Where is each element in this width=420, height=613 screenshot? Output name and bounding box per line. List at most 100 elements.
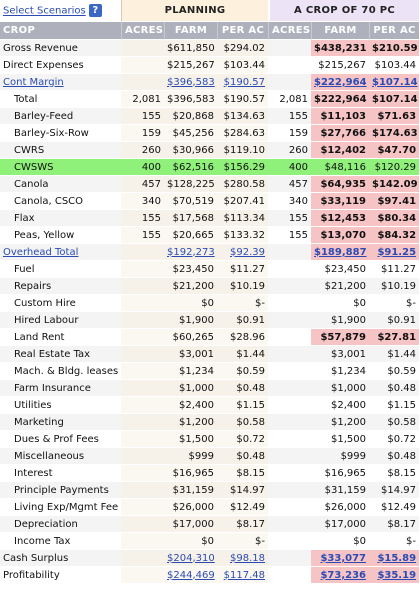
cell-crop-per-ac: $47.70 [369, 142, 420, 159]
label-value: CWRS [14, 144, 45, 156]
crop-per-ac-link[interactable]: $91.25 [377, 246, 417, 258]
cell-crop-farm: $222,964 [311, 74, 370, 91]
overhead-principle-payments-row[interactable]: Principle Payments $31,159 $14.97 $31,159 $1… [0, 482, 420, 499]
planning-farm-link[interactable]: $396,583 [167, 76, 215, 88]
planning-per-ac-value: $8.17 [236, 518, 266, 530]
cell-crop-farm: $222,964 [311, 91, 370, 108]
cash-surplus-row[interactable]: Cash Surplus $204,310 $98.18 $33,077 $15.89 [0, 550, 420, 567]
overhead-farm-insurance-row[interactable]: Farm Insurance $1,000 $0.48 $1,000 $0.48 [0, 380, 420, 397]
cell-label: Real Estate Tax [0, 346, 121, 363]
crop-farm-value: $11,103 [320, 110, 367, 122]
crop-row-barley-feed[interactable]: Barley-Feed 155 $20,868 $134.63 155 $11,103 $7… [0, 108, 420, 125]
planning-farm-value: $45,256 [172, 127, 214, 139]
crop-row-canola-csco[interactable]: Canola, CSCO 340 $70,519 $207.41 340 $33,119 $… [0, 193, 420, 210]
planning-per-ac-link[interactable]: $117.48 [223, 569, 266, 581]
col-header-crop-per-ac: PER AC [369, 22, 420, 40]
crop-farm-link[interactable]: $222,964 [314, 76, 367, 88]
cell-planning-per-ac: $280.58 [217, 176, 269, 193]
crop-row-cwsws[interactable]: CWSWS 400 $62,516 $156.29 400 $48,116 $120.29 [0, 159, 420, 176]
crop-farm-value: $21,200 [324, 280, 367, 292]
crop-farm-link[interactable]: $73,236 [320, 569, 367, 581]
crop-per-ac-value: $84.32 [377, 229, 417, 241]
cell-label: Barley-Feed [0, 108, 121, 125]
overhead-income-tax-row[interactable]: Income Tax $0 $- $0 $- [0, 533, 420, 550]
crop-per-ac-value: $107.14 [372, 93, 418, 105]
crop-row-barley-six-row[interactable]: Barley-Six-Row 159 $45,256 $284.63 159 $27,76… [0, 125, 420, 142]
cell-planning-per-ac: $92.39 [217, 244, 269, 261]
cell-crop-acres [268, 482, 312, 499]
cell-crop-acres: 155 [268, 227, 312, 244]
overhead-marketing-row[interactable]: Marketing $1,200 $0.58 $1,200 $0.58 [0, 414, 420, 431]
cell-crop-farm: $11,103 [311, 108, 370, 125]
overhead-mach-bldg-leases-row[interactable]: Mach. & Bldg. leases $1,234 $0.59 $1,234 $0.… [0, 363, 420, 380]
cell-planning-farm: $396,583 [164, 91, 217, 108]
overhead-interest-row[interactable]: Interest $16,965 $8.15 $16,965 $8.15 [0, 465, 420, 482]
overhead-repairs-row[interactable]: Repairs $21,200 $10.19 $21,200 $10.19 [0, 278, 420, 295]
planning-acres-value: 155 [141, 229, 161, 241]
planning-farm-link[interactable]: $192,273 [167, 246, 215, 258]
cell-crop-farm: $1,900 [311, 312, 370, 329]
cont-margin-row[interactable]: Cont Margin $396,583 $190.57 $222,964 $107.1… [0, 74, 420, 91]
planning-per-ac-value: $0.58 [236, 416, 266, 428]
label-link[interactable]: Overhead Total [3, 246, 79, 258]
total-row[interactable]: Total 2,081 $396,583 $190.57 2,081 $222,964 $1… [0, 91, 420, 108]
crop-per-ac-link[interactable]: $35.19 [377, 569, 417, 581]
crop-per-ac-link[interactable]: $15.89 [377, 552, 417, 564]
planning-farm-link[interactable]: $204,310 [167, 552, 215, 564]
cell-planning-per-ac: $98.18 [217, 550, 269, 567]
help-icon[interactable]: ? [88, 4, 102, 17]
cell-crop-per-ac: $14.97 [369, 482, 420, 499]
overhead-custom-hire-row[interactable]: Custom Hire $0 $- $0 $- [0, 295, 420, 312]
overhead-real-estate-tax-row[interactable]: Real Estate Tax $3,001 $1.44 $3,001 $1.44 [0, 346, 420, 363]
overhead-total-row[interactable]: Overhead Total $192,273 $92.39 $189,887 $91.… [0, 244, 420, 261]
cell-crop-farm: $189,887 [311, 244, 370, 261]
crop-per-ac-link[interactable]: $107.14 [372, 76, 418, 88]
select-scenarios-link[interactable]: Select Scenarios [3, 5, 86, 17]
planning-per-ac-value: $- [255, 297, 266, 309]
crop-per-ac-value: $0.58 [387, 416, 417, 428]
cell-crop-per-ac: $8.17 [369, 516, 420, 533]
planning-farm-link[interactable]: $244,469 [167, 569, 215, 581]
planning-per-ac-link[interactable]: $190.57 [223, 76, 266, 88]
overhead-fuel-row[interactable]: Fuel $23,450 $11.27 $23,450 $11.27 [0, 261, 420, 278]
planning-per-ac-link[interactable]: $92.39 [230, 246, 266, 258]
cell-planning-farm: $70,519 [164, 193, 217, 210]
overhead-utilities-row[interactable]: Utilities $2,400 $1.15 $2,400 $1.15 [0, 397, 420, 414]
crop-acres-value: 155 [288, 212, 309, 224]
cell-crop-per-ac: $15.89 [369, 550, 420, 567]
crop-farm-value: $1,000 [331, 382, 367, 394]
planning-per-ac-link[interactable]: $98.18 [230, 552, 266, 564]
crop-acres-value: 457 [288, 178, 309, 190]
crop-farm-link[interactable]: $189,887 [314, 246, 367, 258]
cell-planning-acres [121, 74, 164, 91]
cell-planning-farm: $60,265 [164, 329, 217, 346]
crop-row-canola[interactable]: Canola 457 $128,225 $280.58 457 $64,935 $142.0… [0, 176, 420, 193]
planning-farm-value: $26,000 [172, 501, 214, 513]
overhead-land-rent-row[interactable]: Land Rent $60,265 $28.96 $57,879 $27.81 [0, 329, 420, 346]
planning-farm-value: $128,225 [167, 178, 215, 190]
cell-planning-acres: 2,081 [121, 91, 164, 108]
cell-crop-per-ac: $35.19 [369, 567, 420, 584]
crop-farm-link[interactable]: $33,077 [320, 552, 367, 564]
overhead-depreciation-row[interactable]: Depreciation $17,000 $8.17 $17,000 $8.17 [0, 516, 420, 533]
cell-planning-farm: $192,273 [164, 244, 217, 261]
overhead-miscellaneous-row[interactable]: Miscellaneous $999 $0.48 $999 $0.48 [0, 448, 420, 465]
gross-revenue-row[interactable]: Gross Revenue $611,850 $294.02 $438,231 $210… [0, 40, 420, 57]
overhead-living-exp-row[interactable]: Living Exp/Mgmt Fee $26,000 $12.49 $26,000 $… [0, 499, 420, 516]
planning-acres-value: 2,081 [132, 93, 161, 105]
overhead-hired-labour-row[interactable]: Hired Labour $1,900 $0.91 $1,900 $0.91 [0, 312, 420, 329]
scenario-table: Select Scenarios? PLANNING A CROP OF 70 … [0, 0, 420, 584]
crop-row-peas-yellow[interactable]: Peas, Yellow 155 $20,665 $133.32 155 $13,070 $… [0, 227, 420, 244]
cell-label: Overhead Total [0, 244, 121, 261]
label-link[interactable]: Cont Margin [3, 76, 64, 88]
profitability-row[interactable]: Profitability $244,469 $117.48 $73,236 $35.1… [0, 567, 420, 584]
crop-row-cwrs[interactable]: CWRS 260 $30,966 $119.10 260 $12,402 $47.70 [0, 142, 420, 159]
cell-crop-per-ac: $0.59 [369, 363, 420, 380]
direct-expenses-row[interactable]: Direct Expenses $215,267 $103.44 $215,267 $1… [0, 57, 420, 74]
cell-planning-farm: $244,469 [164, 567, 217, 584]
cell-planning-per-ac: $0.59 [217, 363, 269, 380]
planning-per-ac-value: $1.15 [236, 399, 266, 411]
cell-planning-per-ac: $0.48 [217, 448, 269, 465]
crop-row-flax[interactable]: Flax 155 $17,568 $113.34 155 $12,453 $80.34 [0, 210, 420, 227]
overhead-dues-prof-fees-row[interactable]: Dues & Prof Fees $1,500 $0.72 $1,500 $0.72 [0, 431, 420, 448]
